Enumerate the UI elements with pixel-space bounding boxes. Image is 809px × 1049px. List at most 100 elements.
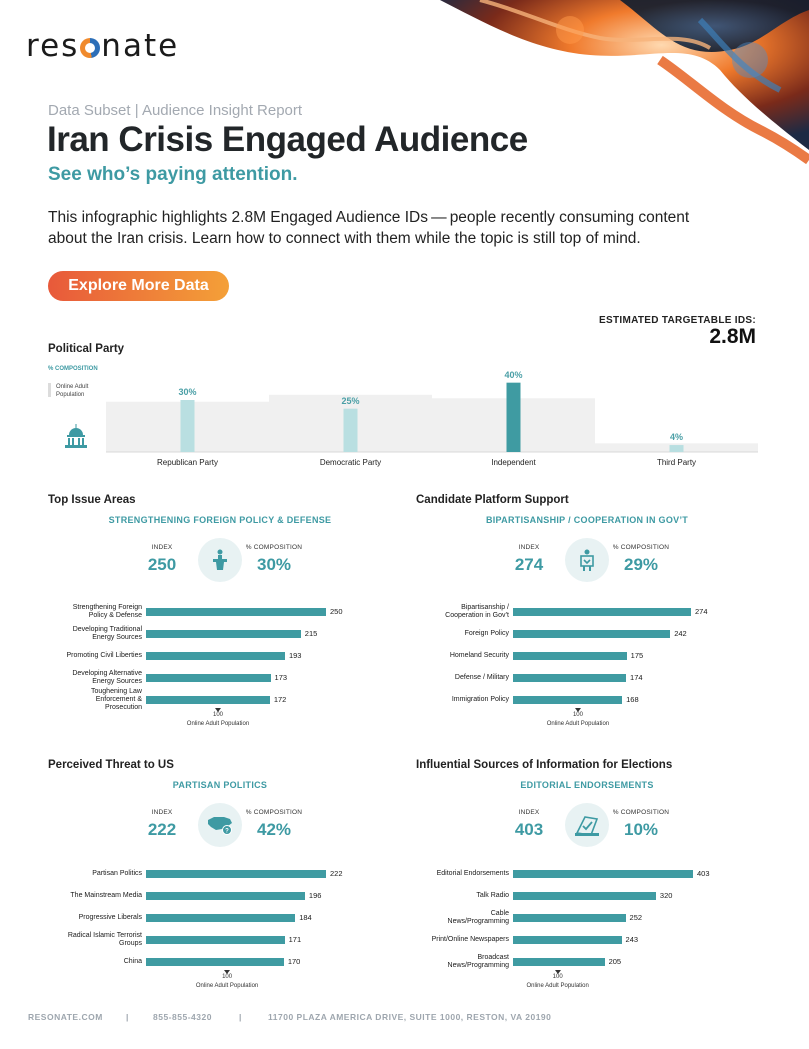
bar-category-label: The Mainstream Media [70,892,142,899]
icon-circle [565,538,609,582]
bar-category-label: Defense / Military [454,674,509,681]
section-headline: EDITORIAL ENDORSEMENTS [520,780,654,790]
bar-value-label: 193 [288,651,302,660]
bar-category-label: Radical Islamic Terrorist Groups [67,932,142,947]
bar-mark [146,674,271,682]
page-title: Iran Crisis Engaged Audience [47,120,528,159]
section-title: Influential Sources of Information for E… [416,759,673,771]
explore-more-data-button[interactable]: Explore More Data [48,271,229,301]
bar-mark [146,936,285,944]
index-label: INDEX [518,544,540,551]
bar-category-label: Print/Online Newspapers [431,936,509,943]
political-party-title: Political Party [48,343,125,355]
logo-text-left: res [26,28,80,64]
bar-value-label: 184 [299,913,312,922]
reference-value: 100 [552,974,563,980]
section-title: Perceived Threat to US [48,759,174,771]
pp-value-bar [343,408,358,452]
composition-label: % COMPOSITION [245,544,303,551]
bar-category-label: Cable News/Programming [447,910,509,925]
bar-mark [513,608,691,616]
bar-category-label: Strengthening Foreign Policy & Defense [72,604,142,619]
bar-value-label: 173 [274,673,288,682]
resonate-logo: res nate [26,28,179,64]
reference-marker-icon [574,708,581,712]
pp-value-bar [180,400,195,452]
icon-circle [565,803,609,847]
footer-phone[interactable]: 855-855-4320 [153,1012,212,1022]
bar-value-label: 171 [288,935,302,944]
composition-value: 10% [623,820,659,839]
pp-axis-label: % COMPOSITION [48,366,98,372]
bar-mark [513,696,623,704]
footer-separator: | [126,1012,129,1022]
estimated-ids-value: 2.8M [709,325,756,348]
bar-value-label: 320 [659,891,673,900]
reference-value: 100 [222,974,233,980]
bar-value-label: 274 [695,607,708,616]
bar-mark [513,630,671,638]
us-map-question-icon: ? [206,814,234,836]
composition-value: 30% [256,555,292,574]
reference-caption: Online Adult Population [546,721,610,727]
bar-value-label: 250 [330,607,343,616]
bar-mark [513,870,693,878]
political-party-chart [106,382,758,453]
bar-category-label: Bipartisanship / Cooperation in Gov’t [445,604,509,619]
pp-category-label: Republican Party [157,458,218,467]
bar-category-label: Developing Alternative Energy Sources [72,670,142,685]
bar-value-label: 242 [674,629,687,638]
reference-caption: Online Adult Population [526,983,589,989]
pp-value-label: 4% [669,432,683,443]
bar-mark [513,958,605,966]
bar-value-label: 170 [287,957,301,966]
logo-text-right: nate [101,28,180,64]
report-kicker: Data Subset | Audience Insight Report [48,102,303,119]
bar-value-label: 403 [697,869,710,878]
composition-label: % COMPOSITION [245,809,303,816]
index-value: 274 [514,555,544,574]
bar-value-label: 168 [626,695,639,704]
bar-value-label: 252 [629,913,643,922]
capitol-icon [65,424,87,448]
pp-value-label: 30% [178,387,197,397]
podium-icon [208,548,232,572]
reference-value: 100 [212,712,223,718]
footer-separator: | [239,1012,242,1022]
bar-mark [146,892,305,900]
composition-label: % COMPOSITION [612,544,670,551]
page-subtitle: See who’s paying attention. [48,164,298,185]
footer-website[interactable]: RESONATE.COM [28,1012,103,1022]
bar-category-label: China [123,958,142,965]
pp-value-bar [669,445,684,452]
bar-value-label: 215 [304,629,318,638]
bar-category-label: Editorial Endorsements [436,870,509,877]
bar-mark [146,630,301,638]
reference-marker-icon [554,970,561,974]
bar-category-label: Partisan Politics [92,870,142,877]
bar-mark [146,914,296,922]
reference-caption: Online Adult Population [195,983,259,989]
intro-paragraph: This infographic highlights 2.8M Engaged… [48,209,690,247]
bar-value-label: 174 [630,673,643,682]
pp-value-bar [506,382,521,452]
bar-category-label: Broadcast News/Programming [447,954,509,969]
index-value: 222 [147,820,177,839]
bar-mark [513,892,656,900]
svg-text:?: ? [225,829,229,835]
index-label: INDEX [518,809,540,816]
composition-label: % COMPOSITION [612,809,670,816]
bar-value-label: 172 [273,695,287,704]
reference-caption: Online Adult Population [186,721,250,727]
pp-category-label: Democratic Party [319,458,382,467]
footer-address: 11700 PLAZA AMERICA DRIVE, SUITE 1000, R… [268,1012,552,1022]
logo-mark-icon [80,38,101,58]
bar-value-label: 243 [625,935,639,944]
estimated-ids-label: ESTIMATED TARGETABLE IDS: [599,315,756,326]
bar-value-label: 175 [630,651,644,660]
reference-marker-icon [224,970,231,974]
section-title: Candidate Platform Support [416,494,569,506]
icon-circle [198,538,242,582]
handshake-podium-icon [575,548,599,572]
bar-mark [146,958,284,966]
